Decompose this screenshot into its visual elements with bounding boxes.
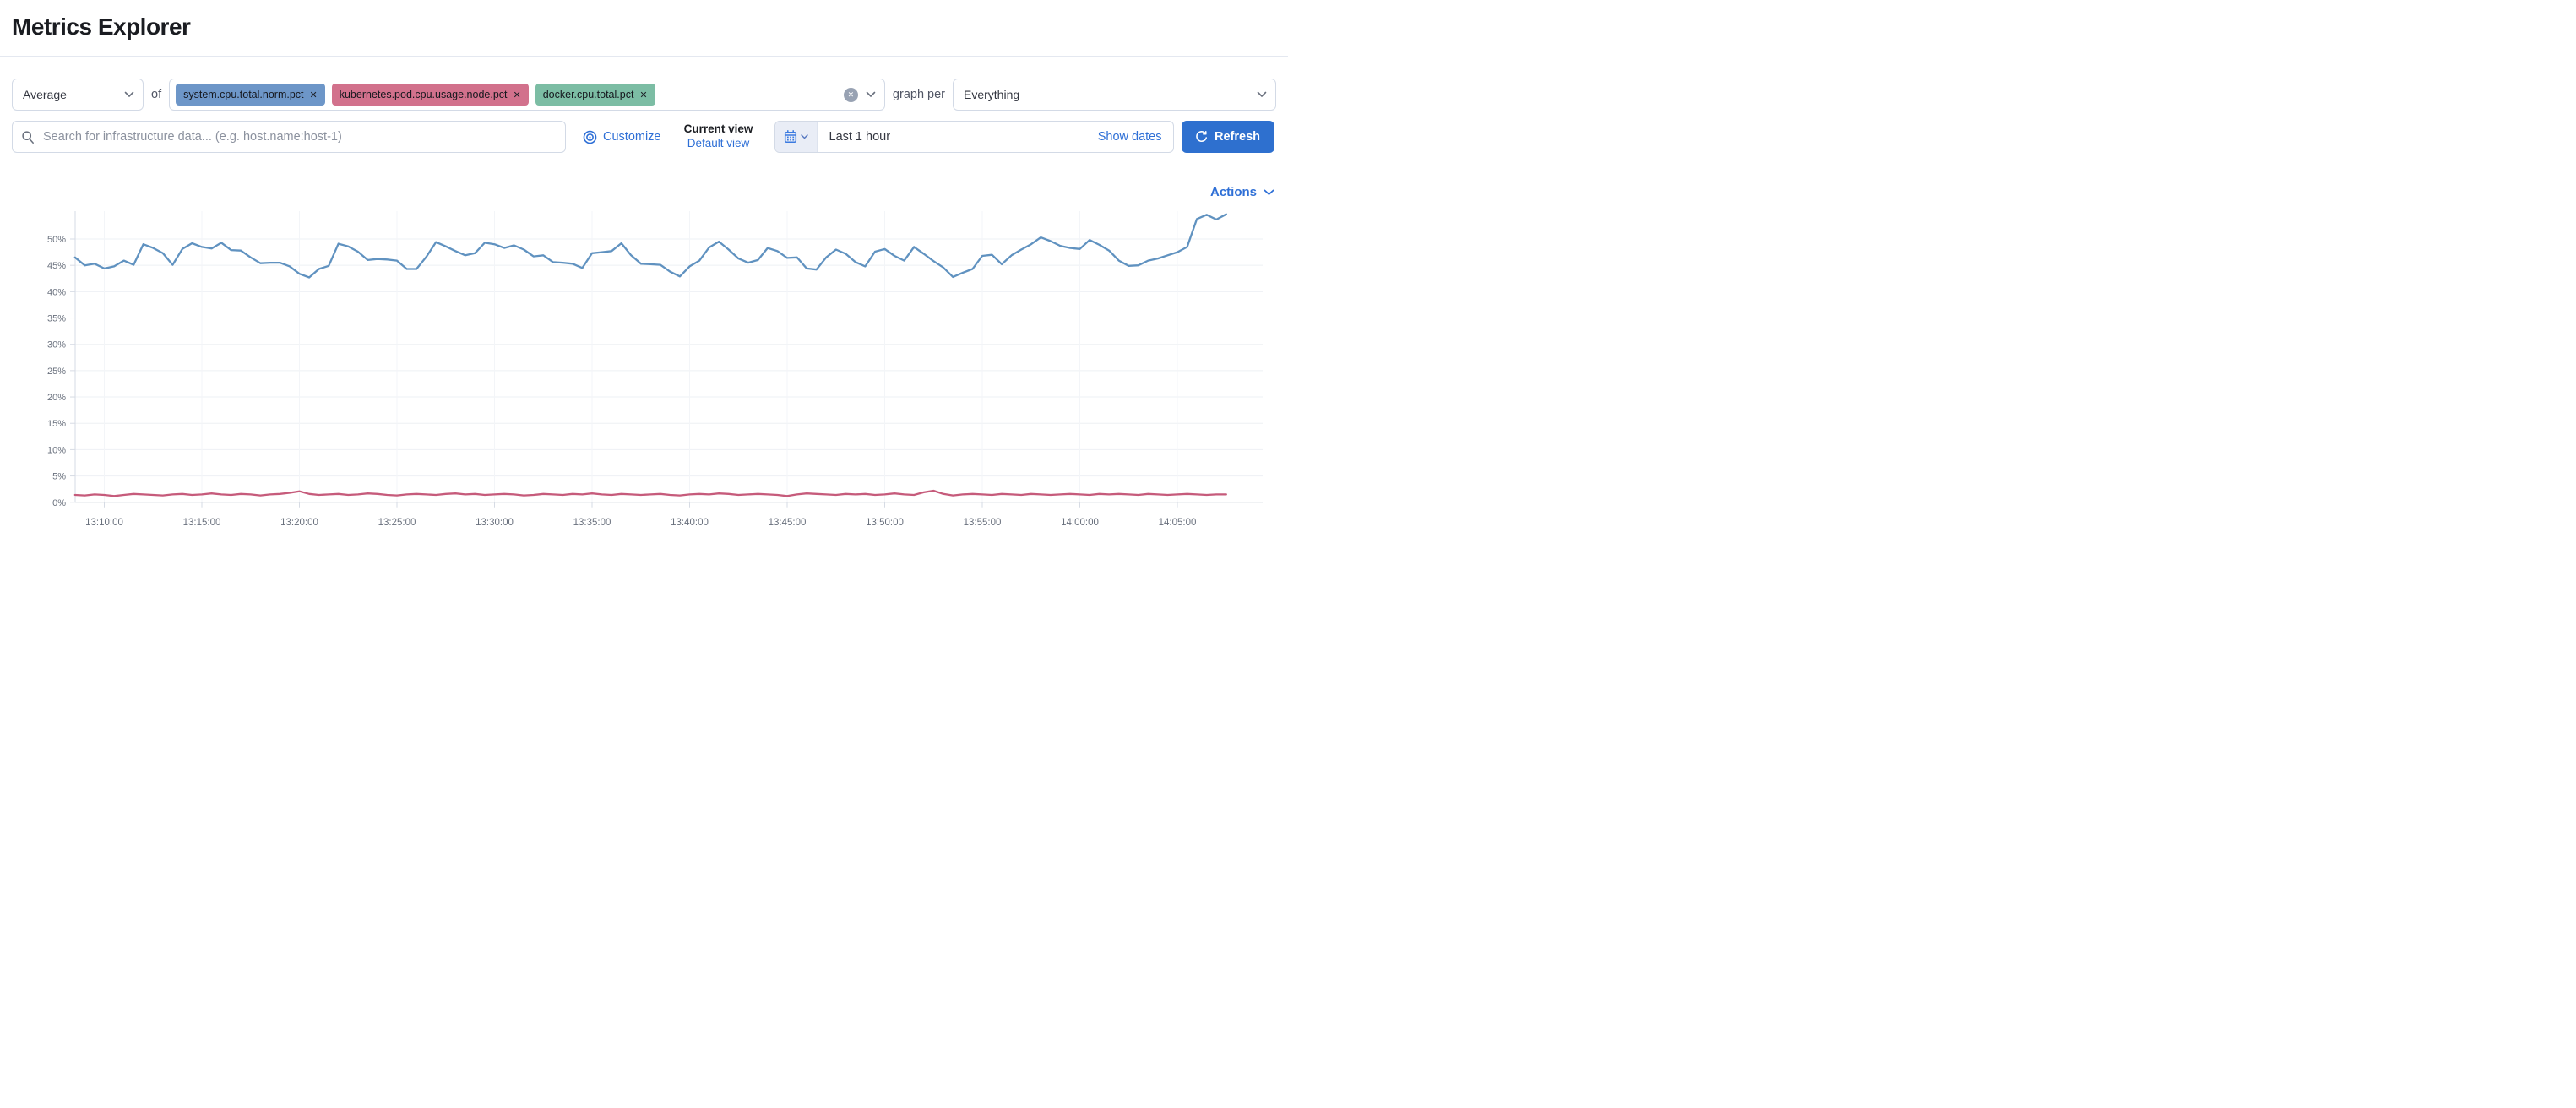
- search-field: [12, 121, 566, 153]
- aggregation-value: Average: [23, 88, 67, 101]
- date-quick-select-button[interactable]: [774, 122, 818, 152]
- series-line-kubernetes.pod.cpu.usage.node.pct: [73, 489, 1227, 497]
- page-title: Metrics Explorer: [12, 14, 191, 40]
- date-range-value[interactable]: Last 1 hour: [829, 130, 891, 144]
- chevron-down-icon: [1264, 189, 1274, 195]
- x-axis-label: 13:25:00: [378, 518, 416, 528]
- remove-metric-icon[interactable]: ✕: [513, 90, 521, 100]
- actions-menu-button[interactable]: Actions: [1210, 185, 1274, 199]
- search-input[interactable]: [12, 121, 566, 153]
- x-axis-label: 13:35:00: [573, 518, 611, 528]
- y-axis-label: 35%: [47, 314, 66, 324]
- x-axis-label: 13:30:00: [476, 518, 514, 528]
- y-axis-label: 0%: [52, 498, 66, 508]
- customize-button[interactable]: Customize: [583, 130, 661, 144]
- y-axis-label: 20%: [47, 393, 66, 403]
- remove-metric-icon[interactable]: ✕: [309, 90, 318, 100]
- saved-view-control: Current view Default view: [677, 122, 761, 151]
- x-axis-label: 13:55:00: [964, 518, 1002, 528]
- x-axis-label: 13:40:00: [671, 518, 709, 528]
- y-axis-label: 40%: [47, 287, 66, 297]
- calendar-icon: [784, 130, 796, 144]
- metric-pill: docker.cpu.total.pct ✕: [535, 84, 655, 106]
- page-header: Metrics Explorer: [0, 0, 1288, 57]
- group-by-select[interactable]: Everything: [953, 79, 1276, 111]
- refresh-label: Refresh: [1215, 130, 1260, 144]
- actions-label: Actions: [1209, 185, 1257, 199]
- x-axis-label: 13:15:00: [183, 518, 221, 528]
- chevron-down-icon: [800, 134, 808, 139]
- x-axis-label: 14:05:00: [1159, 518, 1197, 528]
- date-picker: Last 1 hour Show dates: [774, 121, 1174, 153]
- metrics-explorer-page: Metrics Explorer Average of system.cpu.t…: [0, 0, 1288, 554]
- search-icon: [22, 131, 34, 144]
- customize-icon: [583, 130, 597, 144]
- x-axis-label: 14:00:00: [1061, 518, 1099, 528]
- current-view-label: Current view: [683, 122, 753, 136]
- show-dates-link[interactable]: Show dates: [1097, 130, 1162, 144]
- x-axis-label: 13:45:00: [769, 518, 807, 528]
- search-controls-row: Customize Current view Default view: [12, 121, 1276, 153]
- customize-label: Customize: [603, 130, 661, 144]
- metrics-chart-canvas[interactable]: 0% 5% 10% 15% 20% 25% 30% 35% 40% 45% 50% 13:10:00 1…: [0, 201, 1288, 539]
- metric-pills: system.cpu.total.norm.pct ✕ kubernetes.p…: [176, 84, 844, 106]
- y-axis-label: 10%: [47, 445, 66, 455]
- y-axis-label: 45%: [47, 261, 66, 271]
- chevron-down-icon: [124, 91, 134, 97]
- x-axis-label: 13:10:00: [85, 518, 123, 528]
- metric-pill: system.cpu.total.norm.pct ✕: [176, 84, 325, 106]
- y-axis-label: 5%: [52, 472, 66, 482]
- chevron-down-icon[interactable]: [866, 91, 876, 98]
- chevron-down-icon: [1257, 91, 1267, 97]
- clear-all-metrics-button[interactable]: ✕: [843, 87, 858, 102]
- series-line-system.cpu.total.norm.pct: [73, 213, 1227, 279]
- of-label: of: [151, 88, 162, 101]
- refresh-button[interactable]: Refresh: [1181, 121, 1274, 153]
- y-axis-label: 30%: [47, 340, 66, 350]
- metrics-combobox[interactable]: system.cpu.total.norm.pct ✕ kubernetes.p…: [169, 79, 885, 111]
- refresh-icon: [1196, 130, 1208, 142]
- y-axis-label: 15%: [47, 419, 66, 429]
- metric-pill-label: kubernetes.pod.cpu.usage.node.pct: [339, 89, 508, 100]
- aggregation-select[interactable]: Average: [12, 79, 144, 111]
- metric-pill-label: docker.cpu.total.pct: [542, 89, 634, 100]
- y-axis-label: 50%: [47, 235, 66, 245]
- metrics-chart: 0% 5% 10% 15% 20% 25% 30% 35% 40% 45% 50% 13:10:00 1…: [0, 201, 1288, 539]
- graph-per-label: graph per: [892, 88, 945, 101]
- metric-pill-label: system.cpu.total.norm.pct: [183, 89, 304, 100]
- chart-actions-row: Actions: [12, 185, 1274, 199]
- remove-metric-icon[interactable]: ✕: [639, 90, 648, 100]
- x-axis-label: 13:20:00: [280, 518, 318, 528]
- combobox-controls: ✕: [843, 87, 876, 102]
- metric-pill: kubernetes.pod.cpu.usage.node.pct ✕: [331, 84, 529, 106]
- group-by-value: Everything: [964, 88, 1020, 101]
- metric-controls-row: Average of system.cpu.total.norm.pct ✕ k…: [12, 79, 1276, 111]
- default-view-link[interactable]: Default view: [687, 137, 750, 149]
- y-axis-label: 25%: [47, 367, 66, 377]
- x-axis-label: 13:50:00: [866, 518, 904, 528]
